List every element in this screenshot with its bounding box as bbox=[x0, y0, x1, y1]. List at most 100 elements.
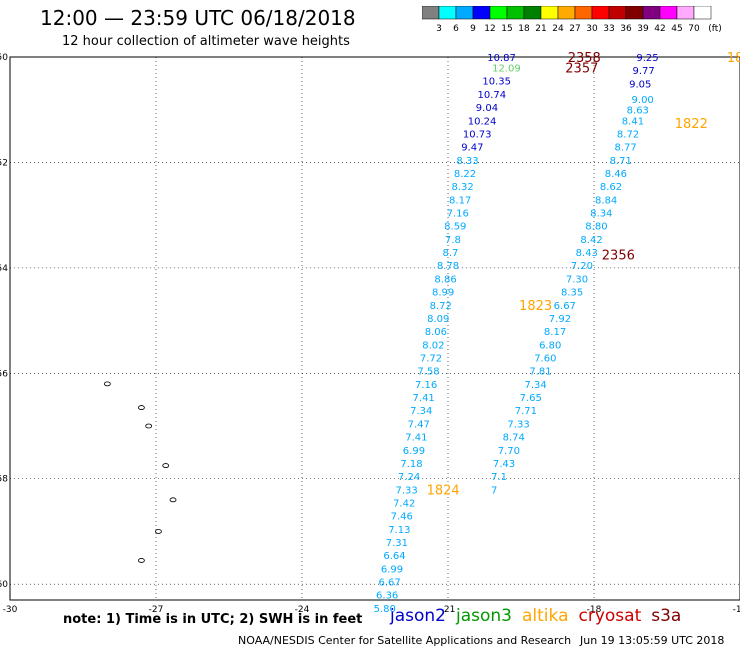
wave-height-label: 8.33 bbox=[456, 156, 478, 167]
satellite-name: s3a bbox=[651, 606, 682, 626]
wave-height-label: 7.70 bbox=[498, 446, 520, 457]
wave-height-label: 10.35 bbox=[482, 77, 511, 88]
lon-label: -27 bbox=[149, 605, 164, 615]
wave-height-label: 6.67 bbox=[554, 301, 576, 312]
pass-time-label: 2356 bbox=[602, 249, 635, 264]
wave-height-label: 6.99 bbox=[381, 564, 403, 575]
wave-height-label: 8.06 bbox=[425, 327, 447, 338]
wave-height-label: 7.33 bbox=[396, 485, 418, 496]
timestamp: Jun 19 13:05:59 UTC 2018 bbox=[580, 634, 725, 647]
wave-height-label: 8.7 bbox=[442, 248, 458, 259]
pass-time-label: 18 bbox=[727, 51, 740, 66]
wave-height-label: 7 bbox=[491, 485, 497, 496]
wave-height-label: 7.41 bbox=[413, 393, 435, 404]
wave-height-label: 7.65 bbox=[520, 393, 542, 404]
satellite-legend: jason2 jason3 altika cryosat s3a bbox=[390, 606, 691, 626]
lat-label: -58 bbox=[0, 475, 8, 485]
wave-height-label: 7.16 bbox=[447, 209, 469, 220]
wave-height-label: 8.09 bbox=[427, 314, 449, 325]
lat-label: -54 bbox=[0, 264, 8, 274]
pass-time-label: 2358 bbox=[568, 51, 601, 66]
wave-height-label: 10.24 bbox=[468, 116, 497, 127]
legend-unit: (ft) bbox=[708, 24, 722, 34]
island-outline bbox=[155, 529, 162, 534]
legend-swatch bbox=[693, 6, 712, 20]
satellite-name: cryosat bbox=[578, 606, 642, 626]
island-outline bbox=[137, 558, 145, 563]
wave-height-label: 7.13 bbox=[388, 525, 410, 536]
legend-value: 18 bbox=[518, 24, 530, 34]
island-outline bbox=[169, 497, 177, 503]
legend-value: 3 bbox=[436, 24, 442, 34]
wave-height-label: 8.72 bbox=[617, 129, 639, 140]
wave-height-label: 8.80 bbox=[585, 222, 607, 233]
legend-value: 30 bbox=[586, 24, 598, 34]
legend-value: 42 bbox=[654, 24, 665, 34]
legend-value: 24 bbox=[552, 24, 564, 34]
lon-label: -24 bbox=[295, 605, 310, 615]
wave-height-label: 9.05 bbox=[629, 79, 651, 90]
wave-height-label: 7.34 bbox=[410, 406, 432, 417]
wave-height-label: 8.59 bbox=[444, 222, 466, 233]
wave-height-label: 9.00 bbox=[632, 95, 654, 106]
wave-height-label: 8.46 bbox=[605, 169, 627, 180]
wave-height-label: 7.81 bbox=[529, 367, 551, 378]
wave-height-label: 8.74 bbox=[503, 433, 525, 444]
wave-height-label: 8.32 bbox=[451, 182, 473, 193]
wave-height-label: 8.17 bbox=[449, 195, 471, 206]
lat-label: -60 bbox=[0, 580, 8, 590]
wave-height-label: 7.43 bbox=[493, 459, 515, 470]
wave-height-label: 8.99 bbox=[432, 288, 454, 299]
island-outline bbox=[145, 423, 153, 429]
lat-label: -50 bbox=[0, 53, 8, 63]
satellite-name: jason2 bbox=[390, 606, 446, 626]
pass-time-label: 2357 bbox=[565, 62, 598, 77]
wave-height-label: 7.8 bbox=[445, 235, 461, 246]
wave-height-label: 6.36 bbox=[376, 591, 398, 602]
wave-height-label: 7.92 bbox=[549, 314, 571, 325]
wave-height-label: 7.42 bbox=[393, 498, 415, 509]
legend-value: 45 bbox=[671, 24, 682, 34]
legend-value: 21 bbox=[535, 24, 546, 34]
wave-height-label: 6.80 bbox=[539, 340, 561, 351]
legend-value: 15 bbox=[501, 24, 512, 34]
wave-height-label: 7.71 bbox=[515, 406, 537, 417]
wave-height-label: 8.78 bbox=[437, 261, 459, 272]
wave-height-label: 6.99 bbox=[403, 446, 425, 457]
wave-height-label: 7.72 bbox=[420, 353, 442, 364]
wave-height-label: 12.09 bbox=[492, 64, 521, 75]
wave-height-label: 8.42 bbox=[580, 235, 602, 246]
wave-height-label: 7.1 bbox=[491, 472, 507, 483]
wave-height-label: 8.22 bbox=[454, 169, 476, 180]
wave-height-label: 7.60 bbox=[534, 353, 556, 364]
wave-height-label: 10.73 bbox=[463, 129, 492, 140]
lon-label: -30 bbox=[3, 605, 18, 615]
wave-height-label: 9.77 bbox=[633, 66, 655, 77]
island-outline bbox=[103, 381, 111, 387]
legend-value: 27 bbox=[569, 24, 580, 34]
wave-height-label: 7.18 bbox=[400, 459, 422, 470]
wave-height-label: 7.33 bbox=[507, 419, 529, 430]
wave-height-label: 5.80 bbox=[374, 604, 396, 615]
wave-height-label: 10.74 bbox=[477, 90, 506, 101]
wave-height-label: 7.16 bbox=[415, 380, 437, 391]
legend-value: 39 bbox=[637, 24, 649, 34]
lat-label: -56 bbox=[0, 369, 8, 379]
wave-height-label: 8.35 bbox=[561, 288, 583, 299]
wave-height-label: 6.67 bbox=[378, 578, 400, 589]
wave-height-label: 7.46 bbox=[391, 512, 413, 523]
color-legend: 3 6 9 12 15 18 21 24 27 30 33 36 39 42 45 70 (ft) bbox=[422, 6, 722, 34]
wave-height-label: 8.62 bbox=[600, 182, 622, 193]
credit-line: NOAA/NESDIS Center for Satellite Applica… bbox=[238, 634, 572, 647]
wave-height-label: 9.04 bbox=[476, 103, 498, 114]
wave-height-label: 10.87 bbox=[487, 53, 516, 64]
wave-height-label: 7.20 bbox=[571, 261, 593, 272]
island-outline bbox=[162, 463, 170, 468]
legend-value: 70 bbox=[688, 24, 700, 34]
wave-height-label: 8.77 bbox=[615, 143, 637, 154]
wave-height-label: 8.34 bbox=[590, 209, 612, 220]
wave-height-label: 8.86 bbox=[434, 274, 456, 285]
wave-height-label: 9.47 bbox=[461, 143, 483, 154]
lon-label: -15 bbox=[733, 605, 740, 615]
